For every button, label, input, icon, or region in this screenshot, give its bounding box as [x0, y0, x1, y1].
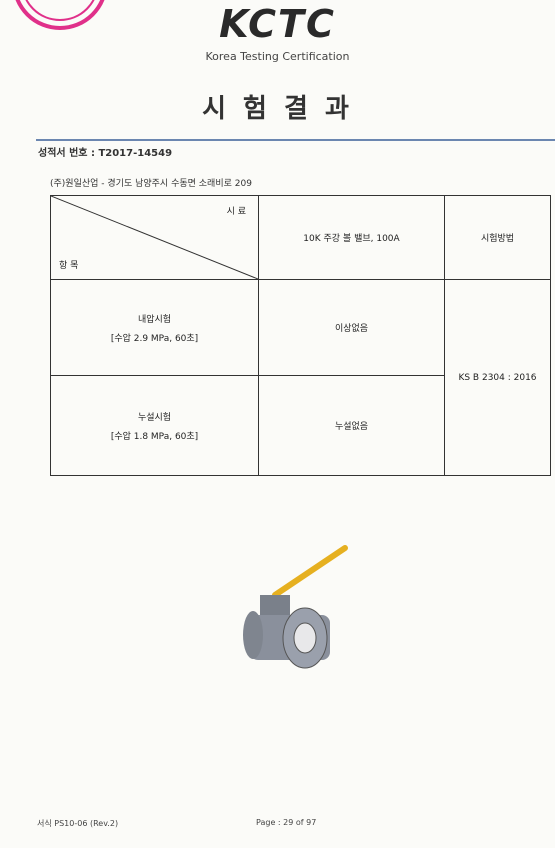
client: (주)원일산업 - 경기도 남양주시 수동면 소래비로 209: [50, 179, 252, 189]
method-header: 시험방법: [444, 195, 551, 280]
result: 이상없음: [258, 279, 445, 376]
form-number: 서식 PS10-06 (Rev.2): [37, 819, 119, 828]
item: 내압시험: [137, 314, 172, 325]
item: 누설시험: [137, 412, 172, 423]
result-table: 시 료 항 목 10K 주강 볼 밸브, 100A 시험방법 내압시험 [수압 2…: [50, 195, 551, 476]
report-number: 성적서 번호 : T2017-14549: [38, 148, 173, 159]
method: KS B 2304 : 2016: [444, 279, 551, 476]
item-cell: 누설시험 [수압 1.8 MPa, 60초]: [50, 375, 259, 476]
item-cell: 내압시험 [수압 2.9 MPa, 60초]: [50, 279, 259, 376]
title: 시 험 결 과: [202, 94, 353, 124]
result: 누설없음: [258, 375, 445, 476]
condition: [수압 2.9 MPa, 60초]: [110, 333, 199, 344]
sample: 10K 주강 볼 밸브, 100A: [258, 195, 445, 280]
corner-cell: 시 료 항 목: [50, 195, 259, 280]
corner-bottom: 항 목: [59, 261, 79, 271]
logo-subtitle: Korea Testing Certification: [205, 50, 350, 63]
stamp: [15, 0, 105, 30]
page-number: Page : 29 of 97: [256, 818, 317, 827]
divider: [36, 139, 555, 141]
corner-top: 시 료: [226, 207, 246, 217]
logo: KCTC: [219, 2, 336, 46]
diagonal: [51, 196, 258, 279]
condition: [수압 1.8 MPa, 60초]: [110, 431, 199, 442]
valve-image: [243, 545, 348, 669]
